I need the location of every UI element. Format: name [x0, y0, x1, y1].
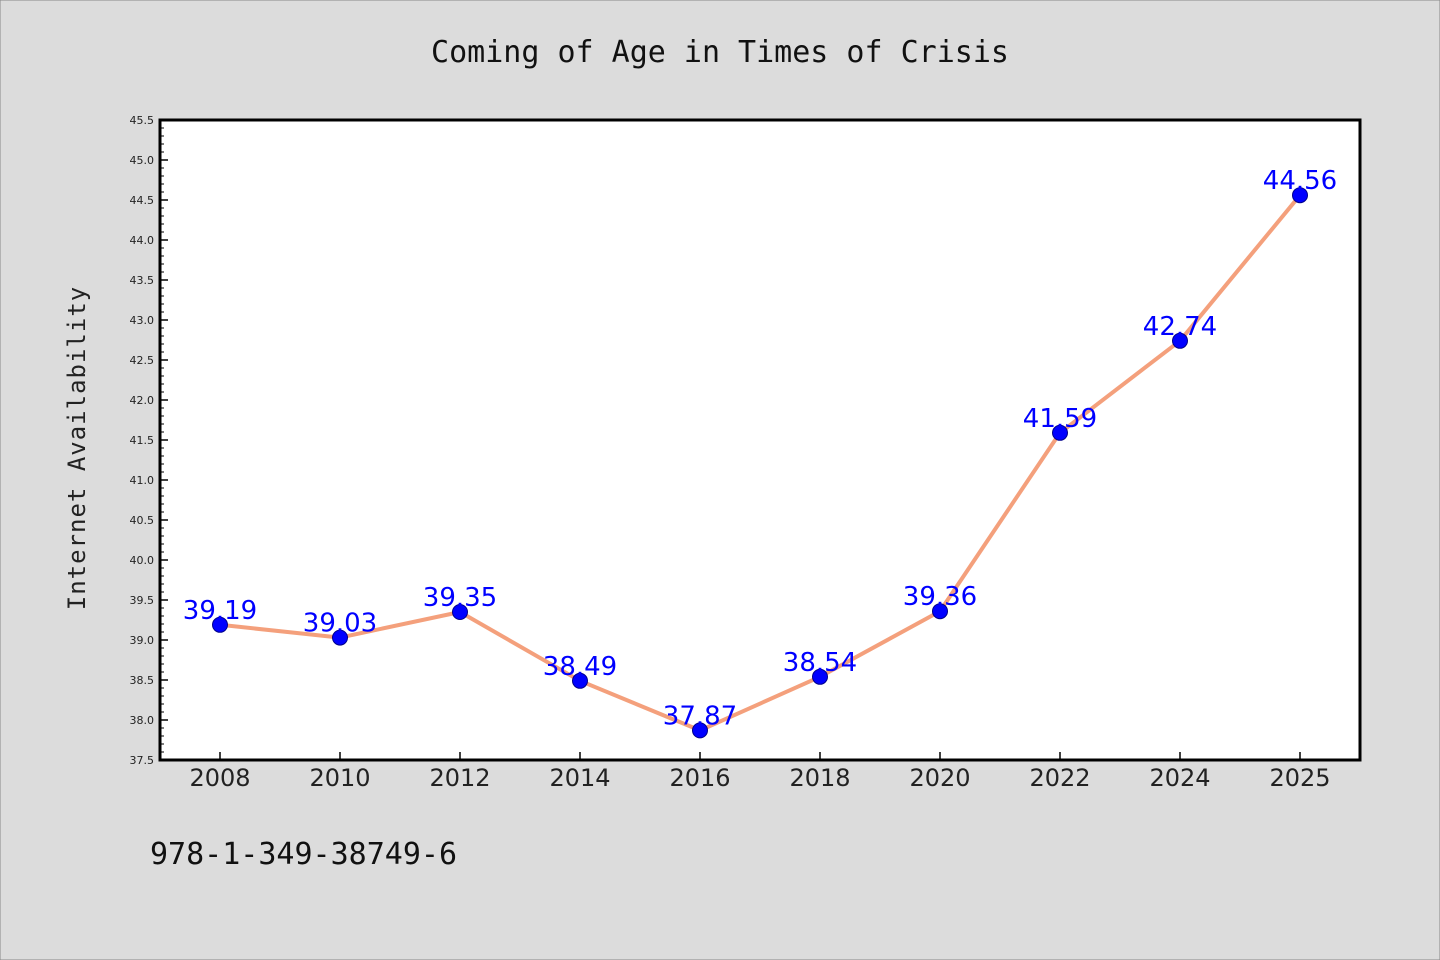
y-tick-label: 37.5 — [130, 754, 155, 767]
series-layer — [212, 187, 1308, 739]
data-point — [692, 722, 708, 739]
y-tick-label: 42.0 — [130, 394, 155, 407]
y-tick-label: 45.5 — [130, 114, 155, 127]
data-label: 39.19 — [183, 596, 257, 626]
data-label: 37.87 — [663, 701, 737, 731]
y-axis-label: Internet Availability — [63, 286, 91, 610]
x-tick-label: 2016 — [669, 764, 730, 792]
y-tick-label: 38.0 — [130, 714, 155, 727]
x-tick-label: 2014 — [549, 764, 610, 792]
y-tick-label: 40.5 — [130, 514, 155, 527]
x-tick-label: 2024 — [1149, 764, 1210, 792]
y-tick-label: 41.5 — [130, 434, 155, 447]
data-point — [1292, 187, 1308, 204]
footer-isbn: 978-1-349-38749-6 — [150, 837, 457, 872]
data-labels: 39.19 39.03 39.35 38.49 37.87 38.54 39.36 41.59… — [183, 166, 1337, 731]
data-point — [1052, 424, 1068, 441]
x-tick-label: 2012 — [429, 764, 490, 792]
y-tick-label: 44.0 — [130, 234, 155, 247]
y-tick-label: 44.5 — [130, 194, 155, 207]
data-label: 44.56 — [1263, 166, 1337, 196]
x-axis: 2008 2010 2012 2014 2016 2018 2020 2022 2024 2025 — [189, 752, 1331, 792]
data-label: 39.36 — [903, 582, 977, 612]
x-tick-label: 2020 — [909, 764, 970, 792]
data-label: 39.35 — [423, 583, 497, 613]
x-tick-label: 2008 — [189, 764, 250, 792]
data-point — [812, 668, 828, 685]
data-point — [572, 672, 588, 689]
y-tick-label: 40.0 — [130, 554, 155, 567]
y-tick-label: 42.5 — [130, 354, 155, 367]
y-tick-label: 43.5 — [130, 274, 155, 287]
y-tick-label: 39.0 — [130, 634, 155, 647]
series-line — [218, 193, 1302, 733]
chart-title: Coming of Age in Times of Crisis — [431, 35, 1009, 70]
y-tick-label: 45.0 — [130, 154, 155, 167]
y-tick-label: 41.0 — [130, 474, 155, 487]
data-label: 41.59 — [1023, 404, 1097, 434]
data-point — [332, 629, 348, 646]
data-label: 39.03 — [303, 609, 377, 639]
data-label: 38.54 — [783, 648, 857, 678]
plot-area — [158, 118, 1362, 762]
x-tick-label: 2022 — [1029, 764, 1090, 792]
data-label: 38.49 — [543, 652, 617, 682]
data-point — [452, 604, 468, 620]
x-tick-label: 2018 — [789, 764, 850, 792]
y-tick-label: 43.0 — [130, 314, 155, 327]
data-point — [212, 616, 228, 633]
y-axis: 37.5 38.0 38.5 39.0 39.5 40.0 40.5 41.0 41.5 42.0… — [130, 114, 168, 767]
data-label: 42.74 — [1143, 312, 1217, 342]
data-point — [932, 603, 948, 620]
data-point — [1172, 332, 1188, 349]
y-tick-label: 39.5 — [130, 594, 155, 607]
y-tick-label: 38.5 — [130, 674, 155, 687]
x-tick-label: 2010 — [309, 764, 370, 792]
x-tick-label: 2025 — [1269, 764, 1330, 792]
